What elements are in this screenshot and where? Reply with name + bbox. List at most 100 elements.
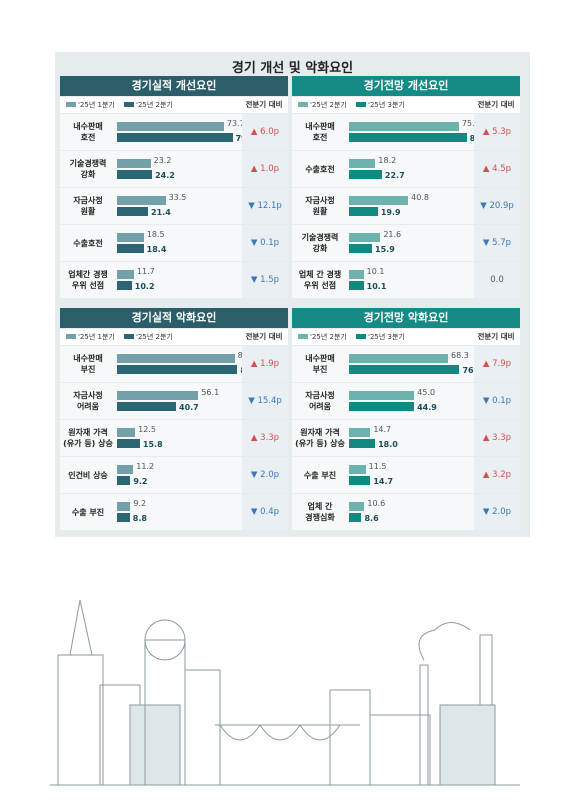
change-label: ▼ 2.0p <box>242 457 288 493</box>
category-label: 내수판매 부진 <box>73 354 103 374</box>
category-label: 원자재 가격 (유가 등) 상승 <box>63 428 113 448</box>
change-label: ▼ 20.9p <box>474 188 520 224</box>
category-label: 업체 간 경쟁 우위 선점 <box>298 270 342 290</box>
change-header: 전분기 대비 <box>477 100 515 109</box>
change-label: ▲ 3.3p <box>474 420 520 456</box>
change-label: ▲ 6.0p <box>242 114 288 150</box>
value-label: 68.3 <box>451 351 469 360</box>
bar <box>117 476 131 485</box>
category-label: 내수판매 호전 <box>305 122 335 142</box>
value-label: 9.2 <box>133 499 147 508</box>
bar <box>117 207 149 216</box>
change-label: ▲ 4.5p <box>474 151 520 187</box>
bar <box>349 133 467 142</box>
bar <box>117 502 131 511</box>
building <box>57 654 104 786</box>
bar <box>349 244 373 253</box>
value-label: 8.8 <box>132 514 147 523</box>
value-label: 15.9 <box>375 245 395 254</box>
bar <box>349 207 378 216</box>
change-label: ▼ 0.1p <box>474 383 520 419</box>
legend-swatch <box>66 102 76 107</box>
category-label: 자금사정 원활 <box>305 196 335 216</box>
category-label: 수출 부진 <box>303 470 337 480</box>
value-label: 44.9 <box>417 403 437 412</box>
bar <box>117 402 176 411</box>
legend-swatch <box>124 102 134 107</box>
bar <box>117 354 235 363</box>
building <box>129 704 181 786</box>
category-label: 원자재 가격 (유가 등) 상승 <box>295 428 345 448</box>
value-label: 18.4 <box>146 245 167 254</box>
factory <box>329 689 371 786</box>
bar <box>117 513 130 522</box>
building <box>184 669 221 786</box>
value-label: 11.5 <box>368 462 387 471</box>
bar <box>117 428 136 437</box>
value-label: 75.8 <box>461 119 480 128</box>
change-label: ▼ 1.5p <box>242 262 288 298</box>
value-label: 40.7 <box>179 403 199 412</box>
bar <box>117 233 144 242</box>
change-label: ▼ 12.1p <box>242 188 288 224</box>
value-label: 10.6 <box>367 499 386 508</box>
value-label: 76.2 <box>462 366 483 375</box>
change-label: ▲ 5.3p <box>474 114 520 150</box>
bar <box>349 365 460 374</box>
bar <box>117 365 238 374</box>
bridge <box>215 724 360 741</box>
bar <box>117 170 153 179</box>
bar <box>117 196 166 205</box>
panel-header: 경기전망 개선요인 <box>292 76 520 96</box>
category-label: 내수판매 호전 <box>73 122 103 142</box>
bar <box>117 465 134 474</box>
legend-swatch <box>66 334 76 339</box>
change-header: 전분기 대비 <box>245 332 283 341</box>
bar <box>117 159 151 168</box>
value-label: 8.6 <box>364 514 379 523</box>
city-illustration <box>50 599 520 786</box>
legend-row-background <box>60 97 288 113</box>
bar <box>349 270 364 279</box>
legend-label: '25년 3분기 <box>368 101 405 109</box>
value-label: 40.8 <box>411 193 429 202</box>
bar <box>349 122 459 131</box>
bar <box>349 354 449 363</box>
bar <box>349 402 415 411</box>
change-label: ▼ 0.1p <box>242 225 288 261</box>
legend-label: '25년 2분기 <box>310 333 347 341</box>
legend-swatch <box>356 334 366 339</box>
value-label: 14.7 <box>373 477 394 486</box>
legend-row-background <box>60 329 288 345</box>
factory <box>439 704 496 786</box>
value-label: 22.7 <box>384 171 405 180</box>
panel-header: 경기실적 개선요인 <box>60 76 288 96</box>
panel-header: 경기실적 악화요인 <box>60 308 288 328</box>
bar <box>349 513 362 522</box>
category-label: 내수판매 부진 <box>305 354 335 374</box>
bar <box>349 159 376 168</box>
category-label: 기술경쟁력 강화 <box>69 159 107 179</box>
bar <box>349 502 365 511</box>
smoke <box>418 622 471 661</box>
change-label: ▼ 15.4p <box>242 383 288 419</box>
change-header: 전분기 대비 <box>245 100 283 109</box>
change-label: ▼ 2.0p <box>474 494 520 530</box>
bar <box>117 281 132 290</box>
panel-header: 경기전망 악화요인 <box>292 308 520 328</box>
value-label: 12.5 <box>138 425 156 434</box>
category-label: 자금사정 어려움 <box>305 391 335 411</box>
bar <box>117 133 233 142</box>
value-label: 18.5 <box>146 230 165 239</box>
category-label: 수출 부진 <box>71 507 105 517</box>
change-header: 전분기 대비 <box>477 332 515 341</box>
value-label: 73.7 <box>226 119 245 128</box>
change-label: ▲ 3.3p <box>242 420 288 456</box>
value-label: 11.7 <box>136 267 155 276</box>
value-label: 18.2 <box>378 156 397 165</box>
legend-swatch <box>298 102 308 107</box>
value-label: 15.8 <box>142 440 163 449</box>
legend-row-background <box>292 97 520 113</box>
value-label: 10.1 <box>366 267 385 276</box>
legend-label: '25년 2분기 <box>310 101 347 109</box>
